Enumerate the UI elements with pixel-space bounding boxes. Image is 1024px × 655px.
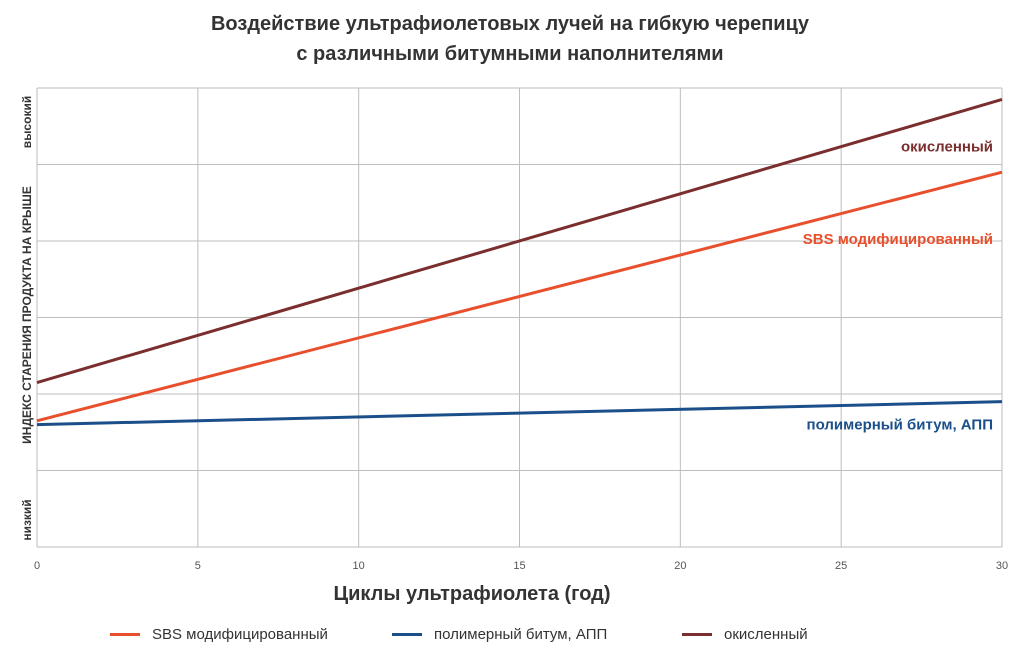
legend-swatch-oxidized: [682, 632, 712, 636]
chart-title-line-2: с различными битумными наполнителями: [296, 43, 723, 65]
legend-swatch-sbs: [110, 632, 140, 636]
x-tick-labels: 0 5 10 15 20 25 30: [34, 560, 1008, 572]
series-lines: [36, 98, 1003, 427]
x-tick-label: 0: [34, 560, 40, 572]
legend-label-app: полимерный битум, АПП: [434, 625, 608, 643]
legend-item-app: полимерный битум, АПП: [392, 622, 607, 646]
y-axis-high-label: высокий: [20, 96, 34, 148]
series-inline-label: окисленный: [901, 138, 993, 155]
legend-label-oxidized: окисленный: [724, 625, 808, 643]
chart: Воздействие ультрафиолетовых лучей на ги…: [20, 13, 1008, 605]
series-line: [36, 170, 1003, 423]
series-line: [36, 98, 1003, 384]
y-axis-label: ИНДЕКС СТАРЕНИЯ ПРОДУКТА НА КРЫШЕ: [20, 186, 34, 444]
series-inline-label: SBS модифицированный: [803, 231, 993, 248]
x-tick-label: 5: [195, 560, 201, 572]
legend-label-sbs: SBS модифицированный: [152, 625, 328, 643]
x-axis-label: Циклы ультрафиолета (год): [333, 583, 610, 605]
series-line: [36, 400, 1003, 427]
x-tick-label: 20: [674, 560, 686, 572]
x-tick-label: 30: [996, 560, 1008, 572]
legend-item-sbs: SBS модифицированный: [110, 622, 328, 646]
y-axis-low-label: низкий: [20, 499, 34, 540]
grid: [36, 87, 1003, 548]
x-tick-label: 25: [835, 560, 847, 572]
series-inline-label: полимерный битум, АПП: [807, 417, 993, 434]
series-inline-labels: SBS модифицированный полимерный битум, АП…: [803, 138, 993, 433]
legend: SBS модифицированный полимерный битум, А…: [0, 622, 1024, 646]
x-tick-label: 15: [513, 560, 525, 572]
legend-item-oxidized: окисленный: [682, 622, 808, 646]
legend-swatch-app: [392, 632, 422, 636]
x-tick-label: 10: [353, 560, 365, 572]
chart-title-line-1: Воздействие ультрафиолетовых лучей на ги…: [211, 13, 810, 35]
